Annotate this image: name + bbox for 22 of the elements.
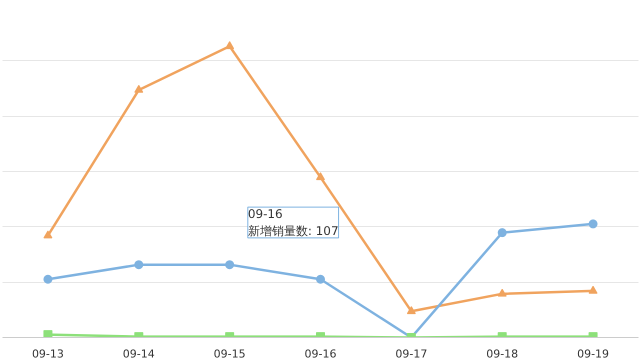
point bbox=[316, 274, 325, 284]
point bbox=[43, 230, 52, 238]
x-tick-label: 09-13 bbox=[32, 348, 64, 360]
point bbox=[225, 260, 234, 270]
point bbox=[43, 330, 52, 338]
point bbox=[498, 288, 507, 297]
x-tick-label: 09-14 bbox=[122, 348, 155, 360]
point bbox=[588, 219, 598, 228]
x-tick-label: 09-17 bbox=[395, 348, 428, 360]
annotation: 09-16 新增销量数: 107 bbox=[248, 207, 339, 238]
x-tick-label: 09-15 bbox=[214, 348, 246, 360]
point bbox=[225, 41, 234, 50]
point bbox=[316, 172, 325, 180]
point bbox=[588, 286, 598, 294]
point bbox=[498, 228, 507, 238]
point bbox=[43, 274, 52, 284]
x-tick-label: 09-18 bbox=[486, 348, 518, 360]
point bbox=[134, 260, 144, 270]
point bbox=[406, 306, 416, 314]
point bbox=[134, 84, 144, 93]
x-tick-label: 09-16 bbox=[304, 348, 336, 360]
x-tick-label: 09-19 bbox=[577, 348, 610, 360]
